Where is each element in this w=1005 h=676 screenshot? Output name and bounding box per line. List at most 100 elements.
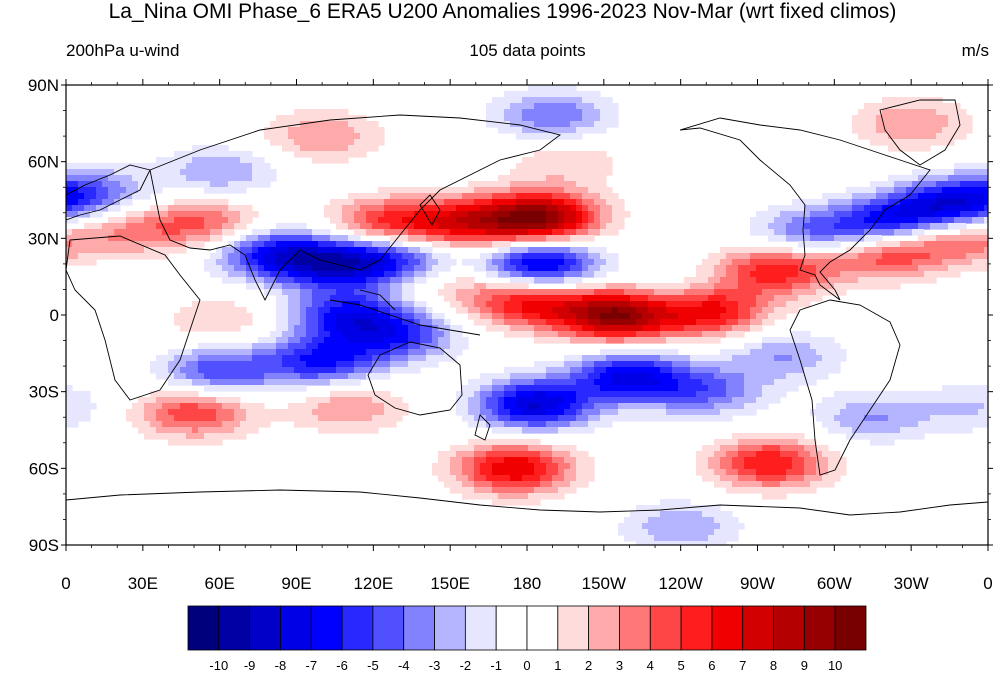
field-cell (210, 403, 217, 410)
field-cell (876, 127, 883, 134)
field-cell (330, 151, 337, 158)
field-cell (510, 409, 517, 416)
field-cell (462, 397, 469, 404)
field-cell (180, 181, 187, 188)
field-cell (864, 271, 871, 278)
field-cell (132, 223, 139, 230)
field-cell (318, 301, 325, 308)
field-cell (390, 337, 397, 344)
field-cell (738, 325, 745, 332)
field-cell (474, 391, 481, 398)
field-cell (720, 535, 727, 542)
field-cell (162, 253, 169, 260)
field-cell (600, 205, 607, 212)
field-cell (696, 523, 703, 530)
field-cell (714, 481, 721, 488)
field-cell (402, 355, 409, 362)
field-cell (744, 469, 751, 476)
field-cell (732, 295, 739, 302)
field-cell (396, 187, 403, 194)
field-cell (564, 247, 571, 254)
field-cell (516, 325, 523, 332)
field-cell (378, 301, 385, 308)
field-cell (846, 205, 853, 212)
field-cell (348, 259, 355, 266)
field-cell (804, 475, 811, 482)
field-cell (396, 295, 403, 302)
field-cell (384, 367, 391, 374)
field-cell (186, 391, 193, 398)
field-cell (756, 433, 763, 440)
field-cell (498, 253, 505, 260)
field-cell (792, 361, 799, 368)
field-cell (312, 145, 319, 152)
field-cell (582, 319, 589, 326)
field-cell (600, 109, 607, 116)
field-cell (858, 259, 865, 266)
field-cell (858, 415, 865, 422)
field-cell (870, 265, 877, 272)
field-cell (588, 397, 595, 404)
field-cell (702, 445, 709, 452)
field-cell (810, 355, 817, 362)
field-cell (288, 367, 295, 374)
field-cell (696, 403, 703, 410)
field-cell (516, 181, 523, 188)
field-cell (402, 229, 409, 236)
field-cell (804, 235, 811, 242)
field-cell (642, 301, 649, 308)
field-cell (510, 457, 517, 464)
field-cell (546, 445, 553, 452)
field-cell (504, 253, 511, 260)
field-cell (834, 457, 841, 464)
field-cell (414, 211, 421, 218)
field-cell (318, 127, 325, 134)
field-cell (498, 421, 505, 428)
field-cell (786, 247, 793, 254)
field-cell (750, 217, 757, 224)
field-cell (504, 211, 511, 218)
field-cell (786, 283, 793, 290)
field-cell (750, 397, 757, 404)
field-cell (888, 211, 895, 218)
field-cell (654, 511, 661, 518)
field-cell (378, 193, 385, 200)
field-cell (606, 169, 613, 176)
field-cell (84, 241, 91, 248)
field-cell (180, 241, 187, 248)
field-cell (696, 271, 703, 278)
field-cell (132, 403, 139, 410)
field-cell (732, 361, 739, 368)
field-cell (612, 109, 619, 116)
field-cell (318, 253, 325, 260)
field-cell (276, 331, 283, 338)
field-cell (564, 121, 571, 128)
field-cell (354, 265, 361, 272)
field-cell (864, 109, 871, 116)
field-cell (222, 343, 229, 350)
field-cell (438, 205, 445, 212)
field-cell (408, 253, 415, 260)
field-cell (822, 193, 829, 200)
field-cell (564, 307, 571, 314)
field-cell (300, 361, 307, 368)
field-cell (798, 331, 805, 338)
field-cell (168, 157, 175, 164)
field-cell (180, 361, 187, 368)
field-cell (462, 223, 469, 230)
field-cell (204, 349, 211, 356)
field-cell (90, 205, 97, 212)
field-cell (438, 241, 445, 248)
field-cell (186, 307, 193, 314)
field-cell (414, 343, 421, 350)
field-cell (642, 361, 649, 368)
field-cell (348, 139, 355, 146)
field-cell (576, 235, 583, 242)
field-cell (546, 163, 553, 170)
field-cell (576, 181, 583, 188)
field-cell (582, 223, 589, 230)
field-cell (768, 259, 775, 266)
field-cell (450, 193, 457, 200)
field-cell (258, 235, 265, 242)
field-cell (612, 331, 619, 338)
